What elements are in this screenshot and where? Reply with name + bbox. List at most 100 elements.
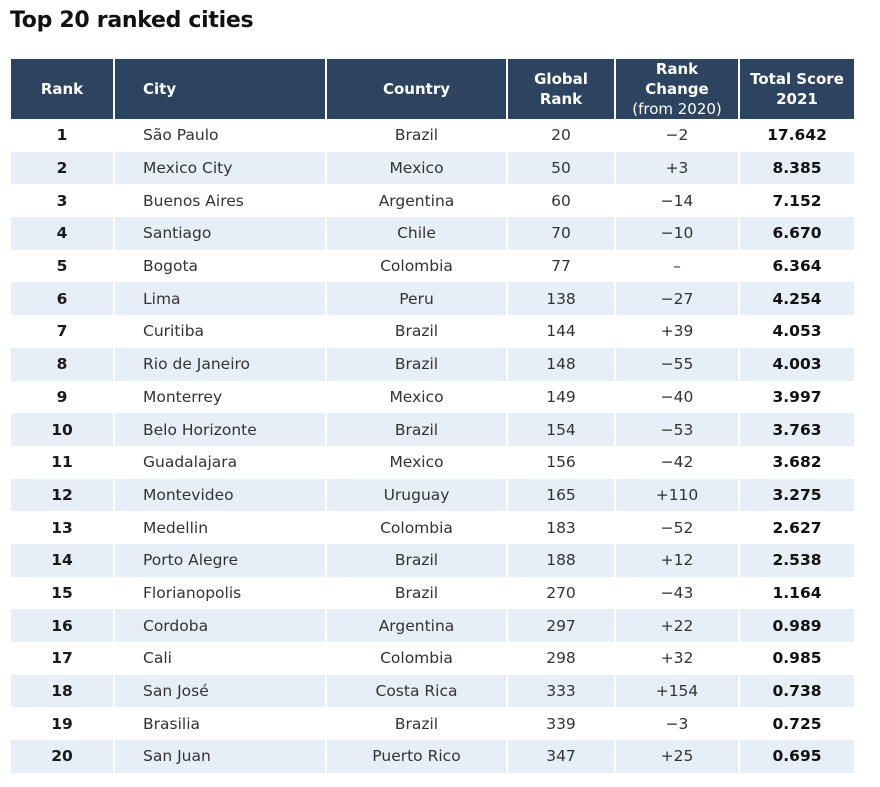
total-score-cell: 2.627 [740,511,854,544]
total-score-cell: 1.164 [740,576,854,610]
country-cell: Peru [327,282,508,316]
country-cell: Brazil [327,707,508,741]
country-cell: Mexico [327,380,508,414]
city-cell: Brasilia [115,707,327,741]
city-cell: Montevideo [115,478,327,512]
table-row: 9 Monterrey Mexico 149 −40 3.997 [11,380,854,414]
rank-change-cell: +110 [616,478,740,512]
rank-change-cell: −27 [616,282,740,316]
header-global-rank-line2: Rank [539,90,583,108]
rank-cell: 16 [11,609,115,642]
total-score-cell: 0.985 [740,642,854,675]
table-row: 10 Belo Horizonte Brazil 154 −53 3.763 [11,413,854,446]
rank-cell: 11 [11,445,115,479]
rank-change-cell: −3 [616,707,740,741]
global-rank-cell: 165 [508,478,616,512]
rank-cell: 19 [11,707,115,741]
rank-cell: 6 [11,282,115,316]
country-cell: Brazil [327,315,508,348]
table-row: 13 Medellin Colombia 183 −52 2.627 [11,511,854,544]
city-cell: Bogota [115,249,327,283]
global-rank-cell: 149 [508,380,616,414]
global-rank-cell: 347 [508,740,616,773]
city-ranking-table: Rank City Country Global Rank Rank Chang… [11,59,854,773]
city-cell: Cordoba [115,609,327,642]
country-cell: Mexico [327,445,508,479]
table-row: 14 Porto Alegre Brazil 188 +12 2.538 [11,543,854,577]
global-rank-cell: 154 [508,413,616,446]
global-rank-cell: 339 [508,707,616,741]
city-cell: Lima [115,282,327,316]
global-rank-cell: 144 [508,315,616,348]
rank-change-cell: −14 [616,184,740,218]
global-rank-cell: 183 [508,511,616,544]
header-total-score-line1: Total Score [750,70,844,88]
rank-cell: 2 [11,151,115,185]
rank-change-cell: −52 [616,511,740,544]
table-row: 1 São Paulo Brazil 20 −2 17.642 [11,119,854,152]
table-row: 16 Cordoba Argentina 297 +22 0.989 [11,609,854,642]
total-score-cell: 0.725 [740,707,854,741]
header-total-score-line2: 2021 [776,90,818,108]
global-rank-cell: 333 [508,674,616,708]
country-cell: Brazil [327,413,508,446]
table-row: 20 San Juan Puerto Rico 347 +25 0.695 [11,740,854,773]
country-cell: Costa Rica [327,674,508,708]
country-cell: Puerto Rico [327,740,508,773]
header-country: Country [327,59,508,119]
country-cell: Chile [327,217,508,250]
global-rank-cell: 60 [508,184,616,218]
header-city: City [115,59,327,119]
country-cell: Colombia [327,511,508,544]
city-cell: Rio de Janeiro [115,347,327,381]
country-cell: Uruguay [327,478,508,512]
total-score-cell: 4.003 [740,347,854,381]
country-cell: Brazil [327,543,508,577]
rank-cell: 12 [11,478,115,512]
global-rank-cell: 298 [508,642,616,675]
global-rank-cell: 70 [508,217,616,250]
global-rank-cell: 148 [508,347,616,381]
city-cell: Mexico City [115,151,327,185]
total-score-cell: 6.670 [740,217,854,250]
header-rank: Rank [11,59,115,119]
rank-cell: 10 [11,413,115,446]
total-score-cell: 3.997 [740,380,854,414]
global-rank-cell: 270 [508,576,616,610]
rank-cell: 7 [11,315,115,348]
global-rank-cell: 77 [508,249,616,283]
city-cell: Santiago [115,217,327,250]
total-score-cell: 2.538 [740,543,854,577]
rank-change-cell: +25 [616,740,740,773]
table-row: 17 Cali Colombia 298 +32 0.985 [11,642,854,675]
city-cell: Cali [115,642,327,675]
header-total-score: Total Score 2021 [740,59,854,119]
total-score-cell: 8.385 [740,151,854,185]
total-score-cell: 0.738 [740,674,854,708]
country-cell: Brazil [327,576,508,610]
rank-change-cell: −10 [616,217,740,250]
rank-change-cell: −55 [616,347,740,381]
page-title: Top 20 ranked cities [10,8,254,33]
global-rank-cell: 188 [508,543,616,577]
header-row: Rank City Country Global Rank Rank Chang… [11,59,854,119]
rank-cell: 14 [11,543,115,577]
total-score-cell: 0.695 [740,740,854,773]
rank-cell: 1 [11,119,115,152]
rank-cell: 4 [11,217,115,250]
rank-change-cell: +154 [616,674,740,708]
header-rank-change: Rank Change (from 2020) [616,59,740,119]
rank-change-cell: +12 [616,543,740,577]
global-rank-cell: 297 [508,609,616,642]
table-row: 12 Montevideo Uruguay 165 +110 3.275 [11,478,854,512]
rank-cell: 15 [11,576,115,610]
table-row: 11 Guadalajara Mexico 156 −42 3.682 [11,445,854,479]
header-global-rank-line1: Global [534,70,588,88]
city-cell: Buenos Aires [115,184,327,218]
city-cell: Medellin [115,511,327,544]
global-rank-cell: 138 [508,282,616,316]
global-rank-cell: 50 [508,151,616,185]
country-cell: Argentina [327,184,508,218]
total-score-cell: 7.152 [740,184,854,218]
table-body: 1 São Paulo Brazil 20 −2 17.642 2 Mexico City Me… [11,119,854,773]
